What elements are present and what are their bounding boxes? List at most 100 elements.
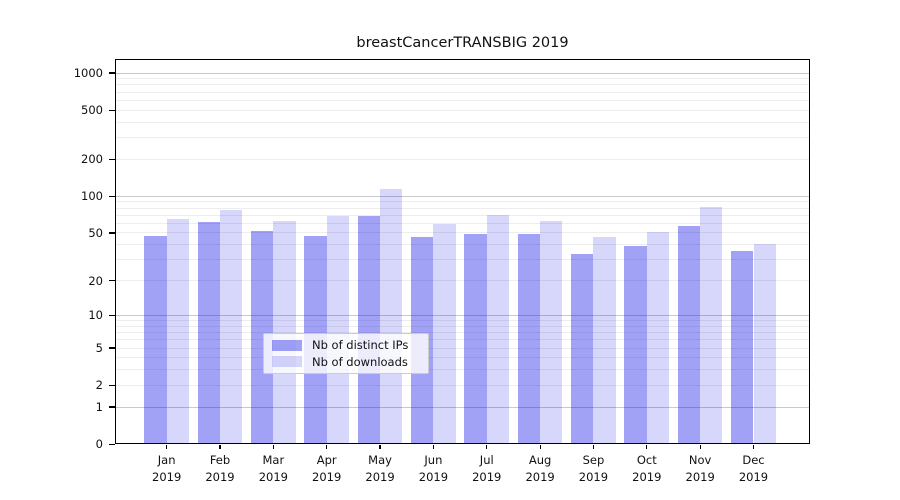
legend-row-downloads: Nb of downloads [272, 355, 420, 369]
gridline-minor [115, 339, 810, 341]
x-tick-mark [166, 444, 168, 449]
bar-downloads [220, 209, 243, 444]
y-tick-label: 0 [95, 437, 103, 452]
y-tick-mark [108, 109, 115, 111]
gridline-minor [115, 214, 810, 216]
gridline-minor [115, 137, 810, 139]
chart-title: breastCancerTRANSBIG 2019 [356, 35, 569, 51]
x-tick-label: Jun 2019 [418, 453, 449, 484]
x-tick-mark [272, 444, 274, 449]
y-tick-label: 5 [95, 341, 103, 355]
bar-distinct-ips [357, 216, 381, 444]
gridline-minor [115, 109, 810, 111]
bar-downloads [646, 231, 670, 444]
bar-downloads [380, 188, 403, 444]
gridline-major [115, 72, 810, 74]
legend-swatch-downloads [272, 356, 302, 368]
gridline-minor [115, 357, 810, 359]
gridline-minor [115, 320, 810, 322]
gridline-minor [115, 244, 810, 246]
bar-distinct-ips [677, 225, 701, 444]
y-tick-label: 20 [88, 273, 103, 288]
y-tick-mark [108, 195, 115, 197]
bar-distinct-ips [624, 245, 647, 444]
x-tick-mark [379, 444, 381, 449]
x-tick-mark [592, 444, 595, 449]
x-tick-label: Aug 2019 [525, 453, 555, 484]
legend-row-ips: Nb of distinct IPs [272, 338, 420, 352]
gridline-minor [115, 99, 810, 101]
plot-area [115, 59, 810, 444]
bar-downloads [273, 221, 296, 444]
x-tick-label: Mar 2019 [258, 453, 288, 484]
x-tick-label: Oct 2019 [632, 453, 662, 484]
y-tick-mark [108, 406, 115, 408]
gridline-minor [115, 384, 810, 386]
y-tick-mark [108, 384, 115, 386]
gridline-minor [115, 222, 810, 224]
y-tick-label: 2 [95, 378, 103, 393]
x-tick-label: Jan 2019 [152, 453, 182, 484]
x-tick-mark [486, 444, 488, 449]
bar-distinct-ips [251, 230, 274, 444]
x-tick-label: Nov 2019 [685, 453, 715, 484]
gridline-minor [115, 369, 810, 371]
bar-distinct-ips [464, 233, 487, 444]
bar-downloads [166, 218, 189, 444]
bar-downloads [540, 221, 563, 444]
y-tick-label: 500 [81, 103, 103, 118]
x-tick-label: Sep 2019 [578, 453, 609, 484]
gridline-minor [115, 121, 810, 123]
gridline-minor [115, 347, 810, 349]
gridline-minor [115, 280, 810, 282]
gridline-minor [115, 207, 810, 209]
y-tick-mark [108, 443, 115, 445]
x-tick-mark [752, 444, 755, 449]
x-tick-mark [646, 444, 648, 449]
y-tick-label: 10 [88, 308, 103, 323]
bar-downloads [753, 244, 776, 444]
bar-distinct-ips [731, 251, 754, 444]
bar-downloads [433, 223, 456, 444]
bar-distinct-ips [144, 235, 167, 444]
y-tick-label: 50 [88, 225, 103, 240]
bar-downloads [700, 207, 723, 444]
legend-label-downloads: Nb of downloads [312, 354, 408, 369]
x-tick-mark [699, 444, 701, 449]
x-tick-mark [219, 444, 221, 449]
legend: Nb of distinct IPs Nb of downloads [263, 333, 429, 374]
x-tick-mark [539, 444, 541, 449]
bar-distinct-ips [571, 254, 594, 444]
y-tick-mark [108, 314, 115, 317]
legend-swatch-distinct-ips [272, 339, 302, 351]
gridline-minor [115, 201, 810, 203]
bar-distinct-ips [517, 233, 541, 444]
y-tick-label: 100 [81, 189, 103, 204]
x-tick-label: Apr 2019 [312, 453, 342, 484]
gridline-major [115, 195, 810, 197]
gridline-minor [115, 91, 810, 93]
x-tick-mark [432, 444, 434, 449]
gridline-minor [115, 325, 810, 327]
gridline-major [115, 314, 810, 316]
gridline-minor [115, 332, 810, 334]
x-tick-label: Jul 2019 [472, 453, 502, 484]
y-tick-mark [108, 232, 115, 234]
x-tick-label: Dec 2019 [738, 453, 769, 484]
bar-downloads [326, 216, 350, 444]
gridline-minor [115, 158, 810, 160]
y-tick-mark [108, 280, 115, 282]
y-tick-mark [108, 158, 115, 160]
gridline-minor [115, 232, 810, 234]
bar-distinct-ips [197, 222, 220, 444]
x-tick-label: May 2019 [365, 453, 395, 484]
x-tick-label: Feb 2019 [205, 453, 235, 484]
y-tick-mark [108, 72, 115, 74]
bar-downloads [593, 237, 616, 444]
y-tick-mark [108, 347, 115, 349]
y-tick-label: 200 [81, 152, 103, 167]
legend-label-distinct-ips: Nb of distinct IPs [312, 338, 409, 353]
gridline-minor [115, 84, 810, 86]
y-tick-label: 1 [95, 400, 103, 415]
